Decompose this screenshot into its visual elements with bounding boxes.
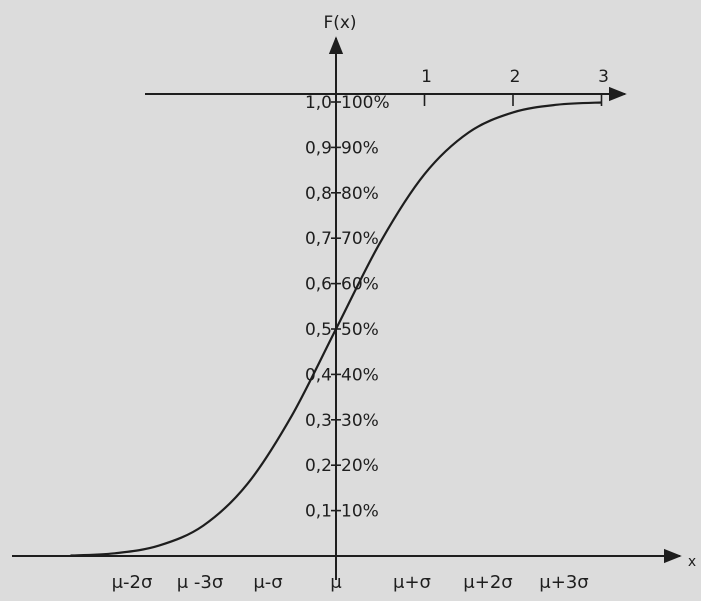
y-tick-label: 0,2	[305, 456, 332, 476]
y-ticks: 0,1 10% 0,2 20% 0,3 30% 0,4 40% 0,5 50% 0,6 60% 0,7 7…	[305, 93, 390, 522]
top-tick-label: 2	[510, 67, 521, 87]
y-tick-percent: 30%	[341, 411, 379, 431]
y-tick-label: 0,6	[305, 275, 332, 295]
cdf-curve	[70, 101, 602, 557]
y-tick-percent: 60%	[341, 275, 379, 295]
y-tick-percent: 10%	[341, 502, 379, 522]
y-tick-percent: 100%	[341, 93, 390, 113]
x-tick-label: μ-σ	[253, 572, 282, 593]
x-tick-label: μ -3σ	[177, 572, 224, 593]
x-tick-label: μ	[330, 572, 342, 593]
x-tick-label: μ-2σ	[112, 572, 153, 593]
y-tick-label: 1,0	[305, 93, 332, 113]
y-tick-percent: 70%	[341, 229, 379, 249]
top-tick-label: 3	[598, 67, 609, 87]
x-axis-title: x	[688, 554, 696, 570]
y-tick-label: 0,7	[305, 229, 332, 249]
y-tick-label: 0,5	[305, 320, 332, 340]
y-axis-title: F(x)	[323, 13, 356, 33]
y-tick-percent: 40%	[341, 365, 379, 385]
top-tick-label: 1	[421, 67, 432, 87]
y-tick-percent: 20%	[341, 456, 379, 476]
y-tick-label: 0,1	[305, 502, 332, 522]
x-tick-label: μ+3σ	[539, 572, 588, 593]
x-tick-label: μ+σ	[393, 572, 431, 593]
y-tick-label: 0,9	[305, 138, 332, 158]
y-tick-label: 0,8	[305, 184, 332, 204]
y-tick-label: 0,4	[305, 365, 332, 385]
top-ticks: 1 2 3	[421, 67, 609, 106]
y-tick-percent: 90%	[341, 138, 379, 158]
y-tick-percent: 80%	[341, 184, 379, 204]
x-ticks: μ-2σ μ -3σ μ-σ μ μ+σ μ+2σ μ+3σ	[112, 572, 589, 593]
y-tick-label: 0,3	[305, 411, 332, 431]
x-tick-label: μ+2σ	[463, 572, 512, 593]
y-tick-percent: 50%	[341, 320, 379, 340]
